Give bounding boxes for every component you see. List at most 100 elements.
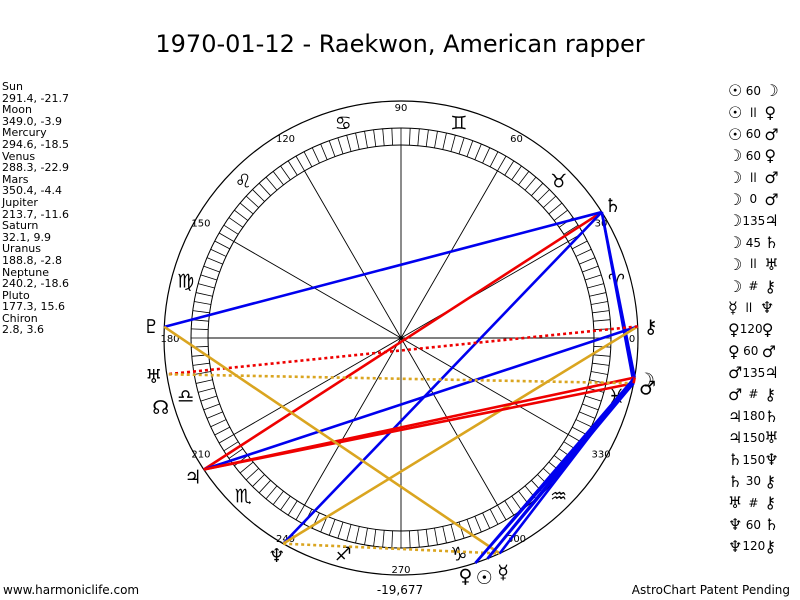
aspect-planet-a-glyph: ☉ — [728, 124, 743, 144]
aspect-planet-a-glyph: ☽ — [728, 168, 743, 188]
zodiac-sign-glyph: ♐ — [335, 543, 352, 565]
planet-value-pluto: 177.3, 15.6 — [2, 300, 65, 314]
degree-tick — [563, 224, 579, 235]
degree-tick — [425, 529, 429, 547]
degree-label: 330 — [592, 450, 611, 461]
degree-tick — [206, 411, 223, 419]
aspect-planet-b-glyph: ♀ — [764, 146, 777, 166]
aspect-line — [282, 325, 639, 545]
aspect-row: ☽ # ⚷ — [728, 275, 779, 297]
degree-tick — [504, 160, 515, 176]
aspect-symbol: 30 — [745, 474, 761, 489]
degree-tick — [592, 310, 610, 314]
degree-tick — [593, 328, 611, 330]
degree-tick — [203, 265, 220, 273]
aspect-symbol: ll — [745, 300, 753, 315]
degree-tick — [355, 526, 360, 544]
degree-tick — [572, 426, 588, 436]
degree-tick — [245, 195, 259, 208]
aspect-row: ♀ 60 ♂ — [728, 340, 779, 362]
degree-tick — [489, 151, 499, 167]
degree-tick — [223, 441, 239, 452]
degree-tick — [409, 530, 411, 548]
degree-tick — [575, 248, 592, 257]
planet-value-mercury: 294.6, -18.5 — [2, 137, 69, 151]
degree-tick — [391, 128, 393, 146]
degree-tick — [524, 176, 537, 191]
degree-label: 270 — [391, 565, 410, 576]
degree-tick — [466, 140, 474, 157]
degree-tick — [518, 171, 530, 186]
degree-tick — [245, 468, 259, 481]
aspect-planet-a-glyph: ☽ — [728, 211, 743, 231]
planet-glyphs: ☉ ☽ ☿ ♀ ♂ ♃ ♄ ♅ ♆ ♇ ⚷ ☊ — [143, 195, 658, 589]
degree-tick — [382, 530, 385, 548]
degree-tick — [295, 155, 305, 172]
planet-glyph-moon: ☽ — [638, 370, 655, 392]
planet-name-moon: Moon — [2, 103, 32, 117]
degree-tick — [584, 395, 602, 402]
aspect-symbol: # — [748, 279, 759, 294]
degree-tick — [575, 419, 592, 428]
degree-tick — [442, 526, 447, 544]
aspect-symbol: 150 — [742, 430, 766, 445]
aspect-symbol: # — [748, 387, 759, 402]
aspect-line — [163, 325, 501, 555]
aspect-planet-a-glyph: ♄ — [728, 471, 743, 491]
aspect-list: ☉ 60 ☽ ☉ ll ♀ ☉ 60 ♂ ☽ 60 ♀ ☽ ll ♂ ☽ 0 ♂ ☽ 135 ♃ ☽ 45 ♄ ☽ ll ♅ ☽ # ⚷ ☿… — [728, 80, 779, 557]
aspect-line — [632, 377, 636, 384]
degree-tick — [320, 143, 328, 160]
footer-number: -19,677 — [376, 583, 424, 597]
degree-tick — [287, 500, 298, 516]
planet-glyph-sun: ☉ — [476, 567, 493, 589]
aspect-planet-a-glyph: ☿ — [728, 298, 738, 318]
aspect-planet-a-glyph: ☉ — [728, 81, 743, 101]
degree-tick — [311, 147, 320, 164]
degree-tick — [364, 527, 368, 545]
aspect-planet-b-glyph: ♂ — [764, 189, 779, 209]
planet-value-mars: 350.4, -4.4 — [2, 184, 62, 198]
degree-tick — [590, 371, 608, 375]
planet-position-list: Sun 291.4, -21.7 Moon 349.0, -3.9 Mercury 294… — [2, 81, 69, 336]
aspect-planet-a-glyph: ☽ — [728, 254, 743, 274]
planet-glyph-jupiter: ♃ — [184, 467, 201, 489]
wheel-base: 0306090120150180210240270300330♈♉♊♋♌♍♎♏♐… — [160, 100, 639, 576]
aspect-symbol: 135 — [742, 365, 766, 380]
degree-tick — [252, 474, 265, 487]
aspect-planet-b-glyph: ♆ — [759, 298, 775, 318]
degree-tick — [548, 202, 563, 215]
degree-tick — [200, 274, 218, 281]
degree-tick — [584, 274, 602, 281]
planet-glyph-neptune: ♆ — [268, 545, 285, 567]
degree-tick — [474, 143, 482, 160]
degree-tick — [206, 257, 223, 265]
aspect-row: ♀ 120 ♀ — [728, 319, 779, 341]
aspect-row: ♃ 150 ♅ — [728, 427, 779, 449]
degree-tick — [239, 461, 254, 474]
outer-circle — [163, 100, 639, 576]
house-spoke — [400, 170, 498, 339]
zodiac-sign-glyph: ♒ — [550, 486, 567, 508]
aspect-planet-b-glyph: ♄ — [764, 233, 779, 253]
degree-tick — [504, 500, 515, 516]
aspect-planet-a-glyph: ♅ — [728, 493, 743, 513]
aspect-line — [166, 325, 638, 376]
planet-glyph-saturn: ♄ — [604, 195, 621, 217]
aspect-line — [203, 325, 639, 471]
aspect-planet-a-glyph: ☽ — [728, 233, 743, 253]
aspect-row: ☽ 135 ♃ — [728, 210, 779, 232]
aspect-row: ♂ 135 ♃ — [728, 362, 779, 384]
degree-tick — [214, 240, 230, 250]
degree-tick — [258, 182, 271, 196]
degree-tick — [346, 524, 352, 541]
aspect-planet-b-glyph: ♀ — [764, 103, 777, 123]
aspect-row: ♄ 150 ♆ — [728, 449, 779, 471]
degree-tick — [218, 434, 235, 444]
degree-tick — [497, 155, 507, 172]
planet-value-neptune: 240.2, -18.6 — [2, 277, 69, 291]
degree-tick — [337, 137, 344, 155]
footer-website[interactable]: www.harmoniclife.com — [3, 583, 140, 597]
aspect-symbol: ll — [750, 170, 757, 185]
aspect-symbol: 60 — [745, 127, 761, 142]
degree-tick — [265, 485, 278, 500]
